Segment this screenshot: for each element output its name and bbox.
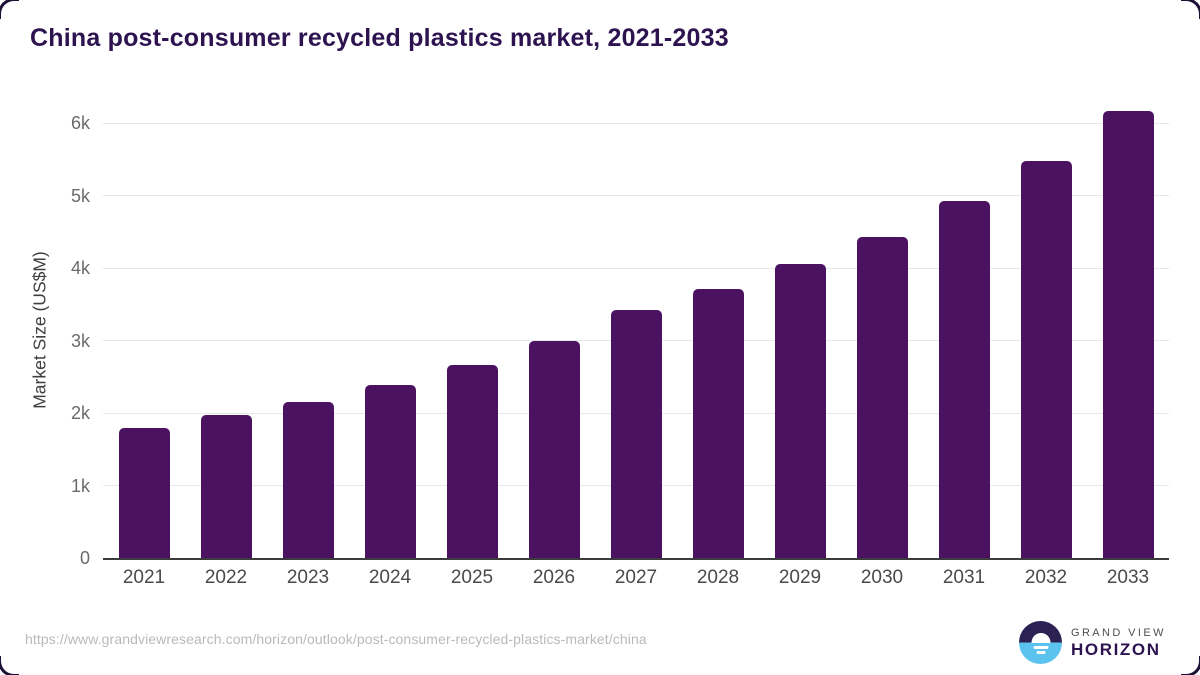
plot-area: 0 1k 2k 3k 4k 5k 6k (71, 94, 1169, 568)
bar-slot-2024 (349, 385, 431, 558)
bar-2023 (282, 401, 334, 558)
bar-2025 (446, 364, 498, 558)
bar-slot-2030 (841, 236, 923, 558)
logo-brand-line: GRAND VIEW (1071, 627, 1166, 639)
corner-decoration (0, 0, 19, 19)
y-tick-label-6k: 6k (70, 113, 90, 133)
bar-2026 (528, 340, 580, 558)
bar-slot-2021 (103, 428, 185, 558)
bar-2021 (118, 428, 170, 558)
bar-slot-2032 (1005, 161, 1087, 558)
bar-2029 (774, 264, 826, 558)
x-tick-label-2029: 2029 (778, 567, 822, 588)
bars-row (103, 94, 1169, 558)
x-tick-label-2027: 2027 (614, 567, 658, 588)
grandview-horizon-logo: GRAND VIEW HORIZON (1019, 621, 1166, 664)
bar-slot-2023 (267, 401, 349, 558)
logo-product-line: HORIZON (1071, 640, 1161, 659)
x-tick-label-2033: 2033 (1106, 567, 1150, 588)
horizon-sun-icon (1019, 621, 1062, 664)
x-tick-label-2024: 2024 (368, 567, 412, 588)
gridline-6k (103, 122, 1169, 124)
corner-decoration (0, 656, 19, 675)
bar-2027 (610, 310, 662, 558)
x-tick-label-2022: 2022 (204, 567, 248, 588)
bar-2033 (1102, 111, 1154, 558)
x-tick-label-2028: 2028 (696, 567, 740, 588)
bar-slot-2033 (1087, 111, 1169, 558)
gridline-5k (103, 195, 1169, 196)
y-tick-label-1k: 1k (70, 475, 90, 496)
bar-slot-2029 (759, 264, 841, 558)
bar-slot-2031 (923, 200, 1005, 558)
x-tick-label-2026: 2026 (532, 567, 576, 588)
bar-2032 (1020, 161, 1072, 558)
source-url: https://www.grandviewresearch.com/horizo… (25, 631, 647, 647)
bar-slot-2027 (595, 310, 677, 558)
reflection-bar (1036, 651, 1045, 655)
bar-2028 (692, 289, 744, 558)
x-tick-label-2021: 2021 (122, 567, 166, 588)
bar-2030 (856, 236, 908, 558)
sun-shape (1031, 632, 1050, 643)
chart-title: China post-consumer recycled plastics ma… (30, 24, 729, 52)
logo-text: GRAND VIEW HORIZON (1071, 626, 1166, 659)
bar-slot-2026 (513, 340, 595, 558)
x-tick-label-2031: 2031 (942, 567, 986, 588)
gridline-4k (103, 267, 1169, 269)
x-tick-label-2032: 2032 (1024, 567, 1068, 588)
x-tick-label-2025: 2025 (450, 567, 494, 588)
x-tick-label-2030: 2030 (860, 567, 904, 588)
bar-2022 (200, 415, 252, 558)
y-tick-label-5k: 5k (70, 185, 90, 206)
bar-slot-2028 (677, 289, 759, 558)
bar-slot-2025 (431, 364, 513, 558)
y-axis-title: Market Size (US$M) (29, 251, 50, 409)
reflection-bar (1033, 645, 1048, 649)
x-tick-label-2023: 2023 (286, 567, 330, 588)
y-tick-label-0: 0 (79, 548, 90, 568)
bar-2031 (938, 200, 990, 558)
x-axis-labels: 2021 2022 2023 2024 2025 2026 2027 2028 2029 2030… (103, 567, 1169, 589)
y-tick-label-4k: 4k (70, 258, 90, 278)
y-tick-label-3k: 3k (70, 330, 90, 351)
bar-2024 (364, 385, 416, 558)
corner-decoration (1181, 656, 1200, 675)
bar-slot-2022 (185, 415, 267, 558)
y-tick-label-2k: 2k (70, 403, 90, 423)
corner-decoration (1181, 0, 1200, 19)
